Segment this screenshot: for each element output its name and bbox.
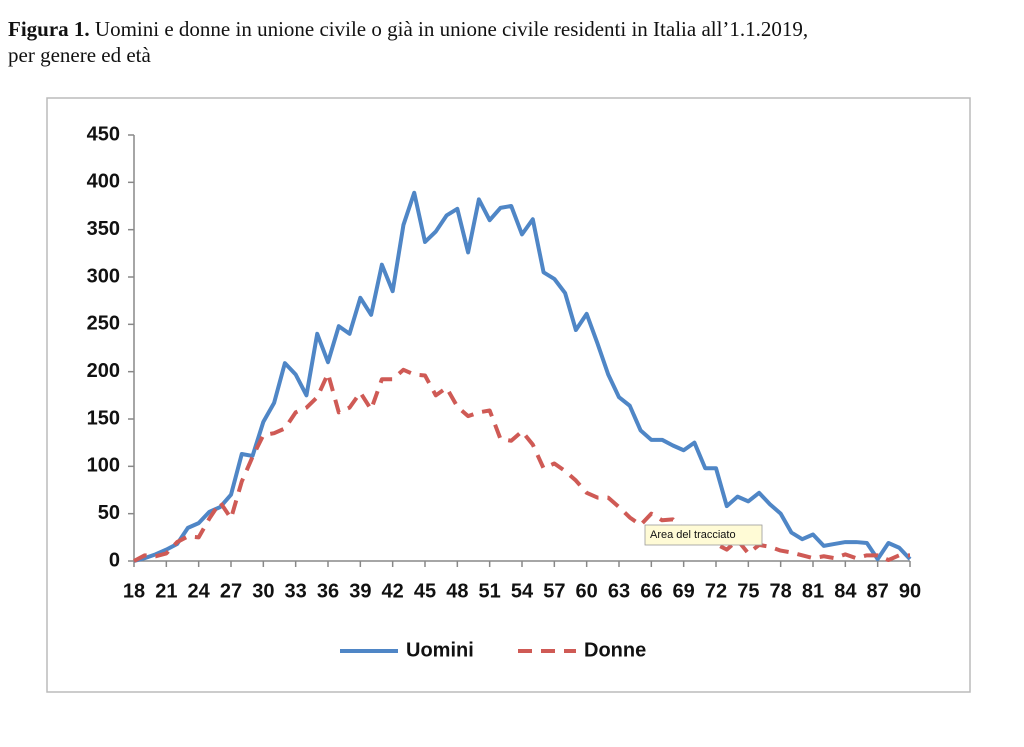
x-tick-label: 42 [382,580,404,602]
x-tick-label: 69 [673,580,695,602]
x-tick-label: 36 [317,580,339,602]
subtitle: per genere ed età [8,43,151,67]
title: Figura 1. Uomini e donne in unione civil… [8,17,808,41]
y-tick-label: 300 [87,265,120,287]
tooltip: Area del tracciato [650,529,736,541]
x-tick-label: 87 [867,580,889,602]
chart-frame [46,97,971,693]
y-tick-label: 0 [109,549,120,571]
x-tick-label: 57 [543,580,565,602]
x-tick-label: 18 [123,580,145,602]
x-tick-label: 24 [188,580,211,602]
plot: 0 50 100 150 200 250 300 350 400 450 18 21 24 27 30 33 3… [87,123,922,661]
x-tick-label: 21 [155,580,177,602]
series-line [133,367,910,563]
x-tick-label: 84 [834,580,857,602]
x-tick-label: 33 [285,580,307,602]
y-tick-label: 100 [87,455,120,477]
y-tick-label: 150 [87,407,120,429]
y-tick-label: 400 [87,171,120,193]
x-tick-label: 39 [349,580,371,602]
x-tick-label: 78 [770,580,792,602]
y-tick-label: 450 [87,123,120,145]
x-tick-label: 27 [220,580,242,602]
x-tick-label: 72 [705,580,727,602]
y-tick-label: 50 [98,502,120,524]
y-tick-label: 350 [87,218,120,240]
series-line [133,190,912,563]
title-label: Figura 1. [8,17,90,41]
x-tick-label: 75 [737,580,759,602]
x-tick-label: 51 [479,580,501,602]
x-tick-label: 90 [899,580,921,602]
x-tick-label: 48 [446,580,468,602]
legend-label: Donne [584,639,646,661]
title-text: Uomini e donne in unione civile o già in… [95,17,808,41]
y-tick-label: 200 [87,360,120,382]
legend-label: Uomini [406,639,474,661]
x-tick-label: 30 [252,580,274,602]
x-tick-label: 54 [511,580,534,602]
x-tick-label: 81 [802,580,824,602]
y-tick-label: 250 [87,313,120,335]
tooltip-box [644,524,763,546]
x-tick-label: 63 [608,580,630,602]
x-tick-label: 60 [576,580,598,602]
x-tick-label: 45 [414,580,436,602]
x-tick-label: 66 [640,580,662,602]
